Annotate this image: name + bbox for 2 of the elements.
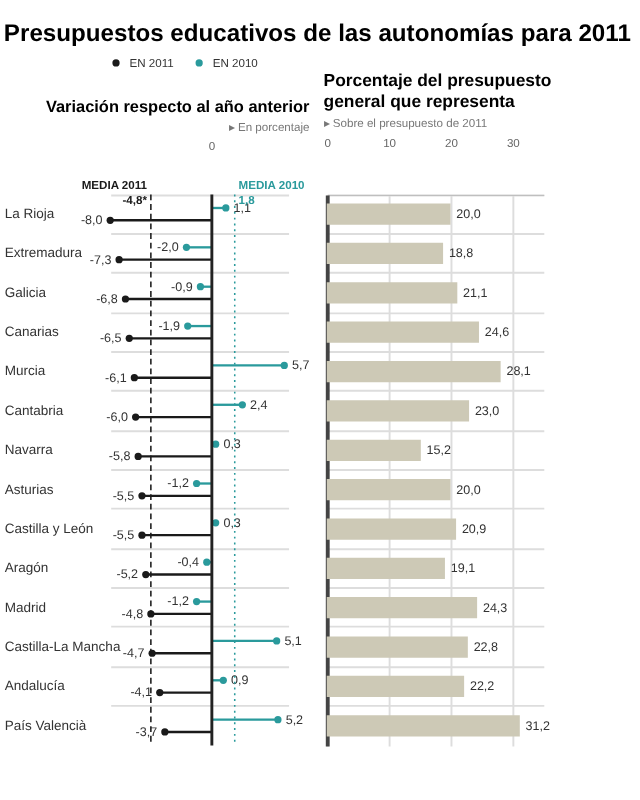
chart-title: Presupuestos educativos de las autonomías para 2011 [3, 18, 632, 47]
chart-title: Porcentaje del presupuesto general que representa [323, 70, 552, 112]
